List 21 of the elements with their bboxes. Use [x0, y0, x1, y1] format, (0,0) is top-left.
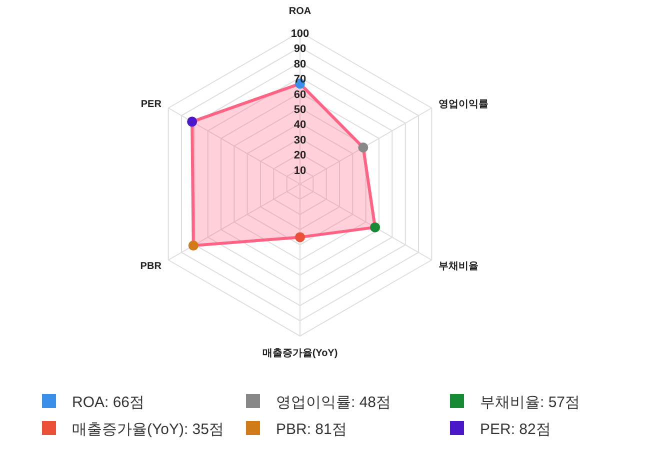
note: 영업이익률: 48점: [246, 394, 392, 411]
spoke-label: PER: [140, 99, 162, 110]
y-tick-label: 20: [294, 150, 306, 162]
y-tick-label: 10: [294, 164, 306, 177]
note: PBR: 81점: [246, 421, 347, 438]
y-tick-label: 30: [294, 134, 306, 146]
note: 부채비율: 57점: [450, 394, 580, 411]
y-tick-label: 90: [294, 43, 306, 56]
y-tick-label: 80: [294, 58, 306, 70]
note: ROA: 66점: [42, 394, 145, 411]
spoke-label: 매출증가율(YoY): [262, 348, 338, 359]
spoke-label: 부채비율: [438, 261, 479, 272]
y-tick-label: 50: [294, 104, 306, 116]
y-tick-label: 100: [290, 28, 310, 40]
y-tick-label: 60: [294, 88, 306, 101]
note: 매출증가율(YoY): 35점: [42, 421, 224, 438]
note: PER: 82점: [450, 421, 551, 438]
spoke-label: 영업이익률: [438, 99, 489, 110]
spoke-label: PBR: [140, 261, 162, 272]
spoke-label: ROA: [288, 6, 312, 17]
y-tick-label: 40: [294, 119, 306, 132]
